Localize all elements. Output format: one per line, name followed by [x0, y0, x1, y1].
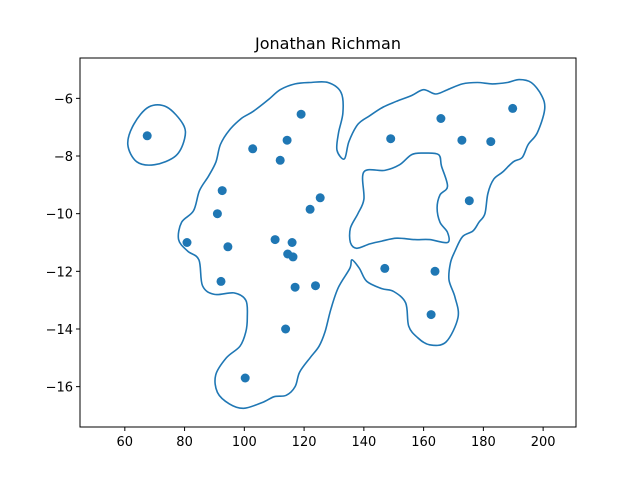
- scatter-point-0: [142, 131, 152, 141]
- y-tick-label: −10: [46, 208, 73, 223]
- scatter-point-1: [182, 238, 192, 247]
- x-tick-label: 120: [292, 435, 317, 450]
- chart-title: Jonathan Richman: [254, 34, 401, 53]
- x-tick-label: 140: [351, 435, 376, 450]
- x-tick-label: 60: [117, 435, 134, 450]
- scatter-point-10: [270, 235, 280, 245]
- contour-line-2: [348, 152, 450, 250]
- scatter-point-17: [311, 281, 320, 291]
- scatter-point-22: [426, 310, 436, 320]
- x-axis: 60 80 100 120 140 160 180 200: [117, 427, 556, 450]
- y-axis: −16 −14 −12 −10 −8 −6: [46, 92, 80, 396]
- y-tick-label: −8: [54, 150, 73, 165]
- x-tick-label: 100: [232, 435, 257, 450]
- scatter-point-20: [380, 263, 390, 273]
- y-tick-label: −16: [46, 381, 73, 396]
- scatter-point-13: [288, 252, 298, 262]
- contour-line-1: [177, 78, 546, 410]
- x-tick-label: 160: [411, 435, 436, 450]
- y-tick-label: −14: [46, 323, 73, 338]
- scatter-point-16: [290, 282, 300, 292]
- y-tick-label: −6: [54, 92, 73, 107]
- scatter-point-9: [296, 109, 306, 119]
- scatter-point-24: [436, 114, 446, 123]
- contour-lines: [126, 78, 546, 410]
- scatter-point-6: [248, 144, 258, 154]
- scatter-point-2: [217, 186, 227, 196]
- scatter-point-18: [281, 324, 291, 334]
- scatter-point-25: [457, 135, 467, 145]
- scatter-point-4: [223, 242, 233, 252]
- plot-frame: [79, 57, 577, 428]
- scatter-point-28: [464, 196, 474, 206]
- scatter-point-19: [240, 373, 250, 383]
- scatter-point-26: [486, 137, 496, 147]
- scatter-point-8: [282, 135, 292, 145]
- contour-line-0: [126, 104, 187, 166]
- x-tick-label: 80: [176, 435, 193, 450]
- y-tick-label: −12: [46, 265, 73, 280]
- x-tick-label: 180: [471, 435, 496, 450]
- scatter-point-5: [216, 276, 226, 286]
- scatter-point-27: [508, 103, 518, 113]
- scatter-point-11: [287, 238, 297, 247]
- scatter-point-23: [386, 134, 396, 144]
- x-tick-label: 200: [531, 435, 556, 450]
- scatter-point-3: [212, 209, 222, 219]
- scatter-point-15: [315, 193, 325, 203]
- scatter-point-21: [430, 266, 440, 276]
- scatter-point-7: [275, 155, 285, 165]
- scatter-points: [142, 103, 518, 383]
- scatter-point-14: [305, 204, 315, 214]
- plot-area: [126, 78, 546, 410]
